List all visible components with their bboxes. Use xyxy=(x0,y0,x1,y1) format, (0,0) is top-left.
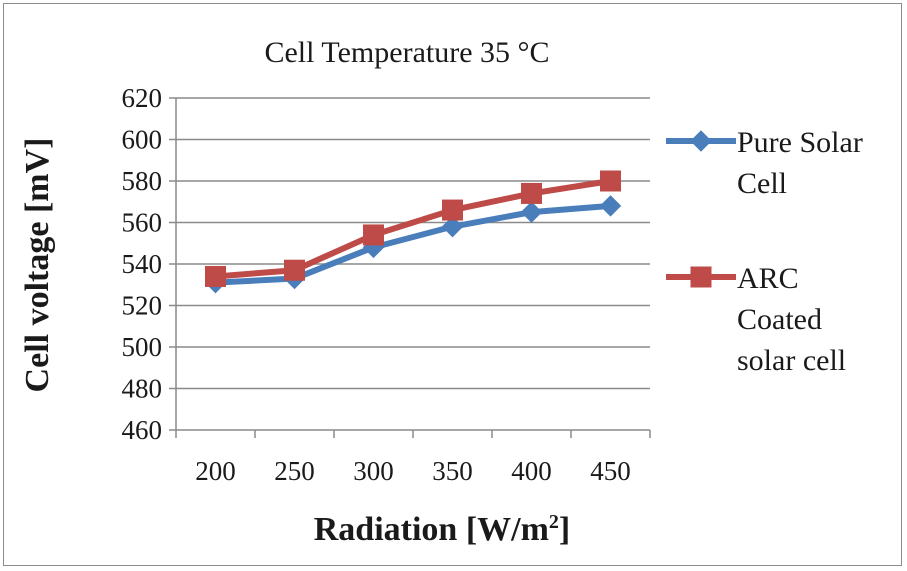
series-1 xyxy=(204,195,622,294)
data-point xyxy=(441,215,464,238)
chart-title: Cell Temperature 35 °C xyxy=(264,36,549,69)
x-tick-label: 300 xyxy=(353,456,394,486)
y-tick-label: 500 xyxy=(122,332,163,362)
x-tick-label: 350 xyxy=(432,456,473,486)
legend-label: Pure Solar Cell xyxy=(737,126,863,200)
legend-item-1: Pure Solar Cell xyxy=(666,126,863,200)
legend-label-line: Coated xyxy=(737,303,822,336)
legend-label-line: ARC xyxy=(737,262,799,295)
legend-label-line: solar cell xyxy=(737,344,846,377)
x-axis-title-main: Radiation [W/m xyxy=(314,511,549,548)
y-axis-title: Cell voltage [mV] xyxy=(19,138,56,393)
legend-marker xyxy=(690,266,712,288)
x-tick-label: 400 xyxy=(511,456,552,486)
x-tick-label: 250 xyxy=(274,456,315,486)
y-tick-label: 480 xyxy=(122,374,163,404)
x-tick-label: 450 xyxy=(590,456,631,486)
data-point xyxy=(599,195,622,217)
legend: Pure Solar Cell ARC Coated solar cell xyxy=(666,126,863,377)
data-point xyxy=(521,182,542,204)
x-axis-title-superscript: 2 xyxy=(549,511,559,533)
data-point xyxy=(442,199,463,221)
data-point xyxy=(520,201,543,223)
series-line xyxy=(215,178,611,280)
y-tick-label: 460 xyxy=(122,415,163,445)
axes: 460 480 500 520 540 560 580 600 620 200 250 300 350 4… xyxy=(122,83,651,486)
grid-lines xyxy=(176,97,650,390)
legend-marker xyxy=(690,130,712,152)
x-tick-label: 200 xyxy=(195,456,236,486)
y-tick-label: 560 xyxy=(122,208,163,238)
data-point xyxy=(205,265,226,287)
legend-label: ARC Coated solar cell xyxy=(737,262,846,377)
legend-item-2: ARC Coated solar cell xyxy=(666,262,846,377)
data-point xyxy=(284,259,305,281)
y-tick-label: 600 xyxy=(122,125,163,155)
data-point xyxy=(600,170,621,192)
data-point xyxy=(363,224,384,246)
series-layer xyxy=(204,170,622,294)
chart-frame xyxy=(3,3,902,566)
y-tick-label: 540 xyxy=(122,249,163,279)
y-tick-label: 580 xyxy=(122,166,163,196)
legend-label-line: Pure Solar xyxy=(737,126,863,159)
y-tick-label: 520 xyxy=(122,291,163,321)
x-axis-title-end: ] xyxy=(559,511,570,548)
x-axis-title: Radiation [W/m2] xyxy=(314,511,571,548)
series-line xyxy=(215,202,611,286)
y-tick-label: 620 xyxy=(122,83,163,113)
legend-label-line: Cell xyxy=(737,167,787,200)
series-2 xyxy=(205,170,621,287)
